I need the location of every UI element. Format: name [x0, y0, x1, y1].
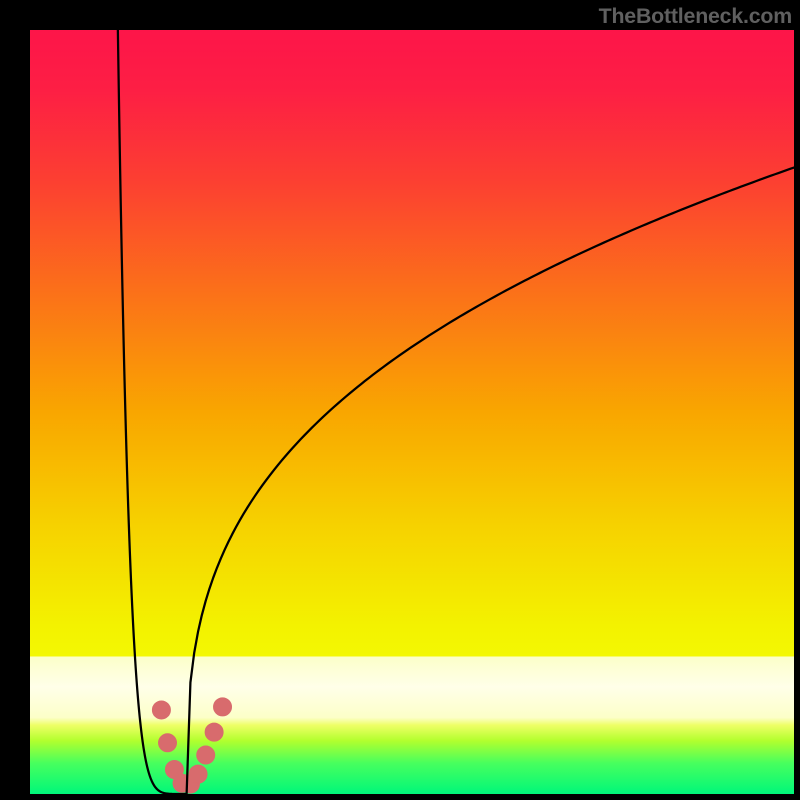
notch-markers	[152, 698, 231, 793]
marker-point	[214, 698, 232, 716]
bottleneck-curve	[118, 30, 794, 794]
marker-point	[152, 701, 170, 719]
marker-point	[159, 734, 177, 752]
figure-frame: TheBottleneck.com	[0, 0, 800, 800]
chart-svg	[30, 30, 794, 794]
plot-area	[30, 30, 794, 794]
watermark-text: TheBottleneck.com	[599, 4, 792, 29]
marker-point	[189, 765, 207, 783]
marker-point	[205, 723, 223, 741]
marker-point	[197, 746, 215, 764]
